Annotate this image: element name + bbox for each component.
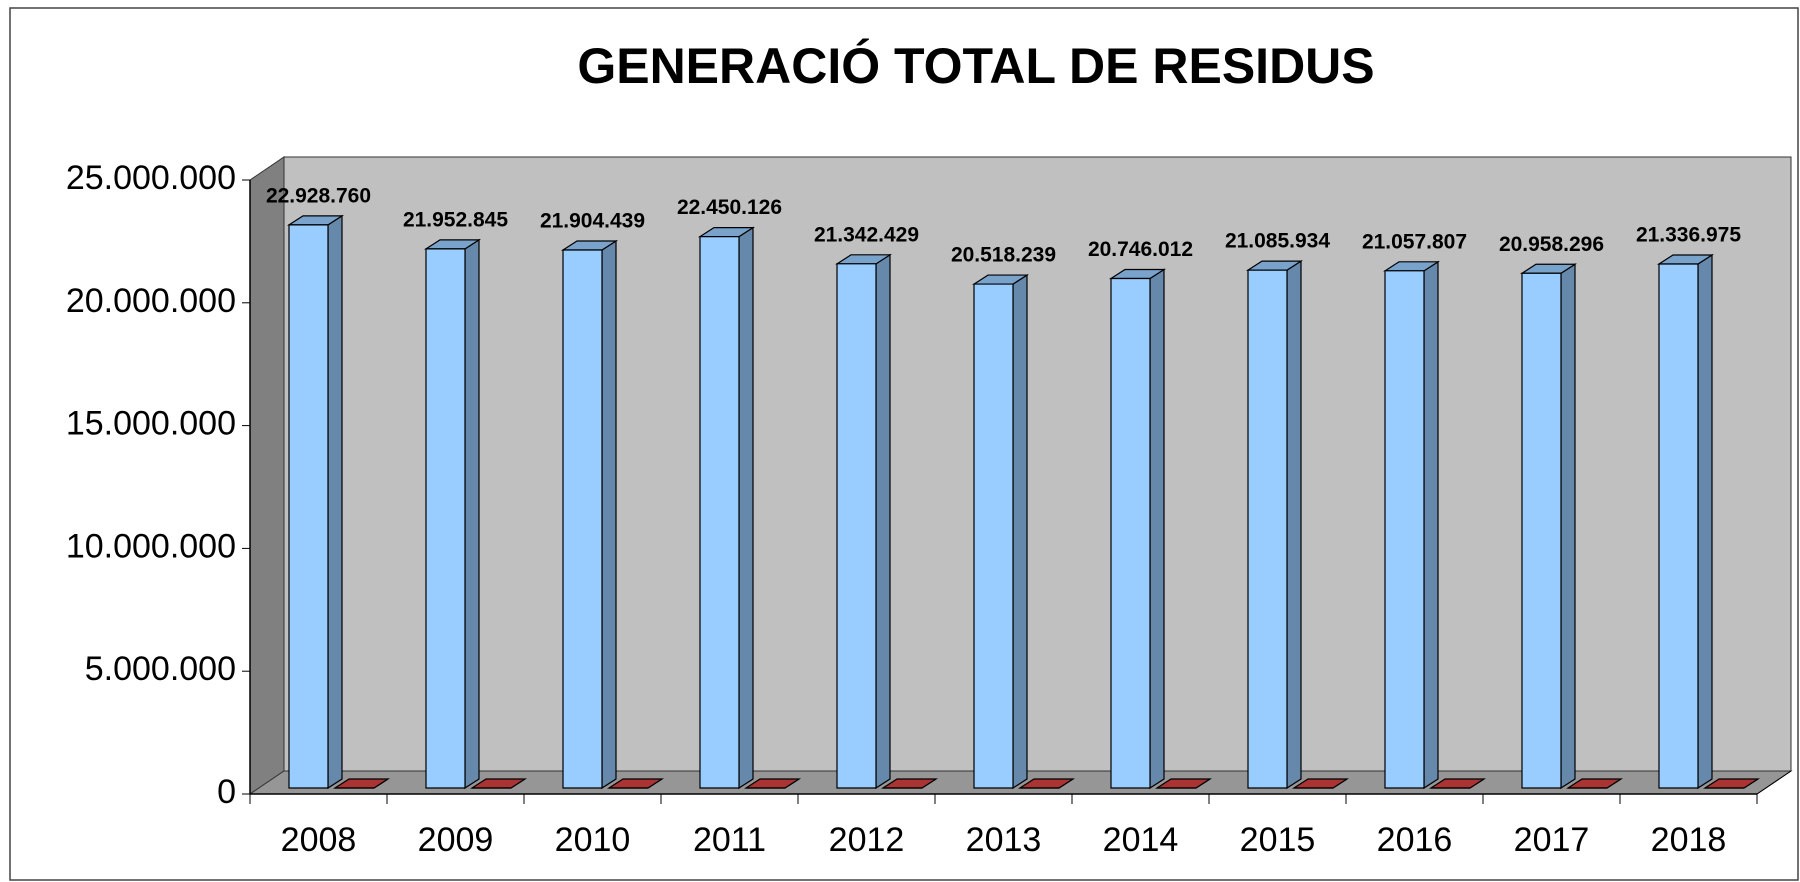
bar [286,214,345,790]
y-tick-label: 20.000.000 [66,282,236,320]
bar [1519,263,1578,790]
bar-front [973,283,1014,789]
data-label: 21.952.845 [403,208,508,231]
x-tick-label: 2011 [693,821,766,859]
x-tick-label: 2009 [418,821,494,859]
bar [1245,260,1304,790]
x-tick-label: 2008 [281,821,357,859]
bar [880,778,939,789]
bar-side [601,239,617,790]
bar-side [1560,263,1576,790]
bar [1702,778,1761,789]
data-label: 20.746.012 [1088,238,1193,261]
bar [971,273,1030,790]
data-label: 21.336.975 [1636,224,1741,247]
x-tick-label: 2018 [1651,821,1727,859]
data-label: 21.342.429 [814,223,919,246]
bar [743,778,802,789]
bar-side [738,226,754,790]
bar [834,253,893,790]
x-tick-label: 2013 [966,821,1042,859]
bar-front [1521,272,1562,789]
bar [560,239,619,790]
chart-title: GENERACIÓ TOTAL DE RESIDUS [577,38,1374,94]
bar [1017,778,1076,789]
x-tick-label: 2017 [1514,821,1590,859]
bar-front [1384,270,1425,789]
bar [1382,260,1441,790]
x-tick-label: 2012 [829,821,905,859]
bar [1291,778,1350,789]
bar [1656,253,1715,790]
y-tick-label: 15.000.000 [66,405,236,443]
data-label: 20.518.239 [951,244,1056,267]
bar-front [699,236,740,789]
bar-side [875,253,891,790]
bar-front [562,249,603,789]
bar-side [464,238,480,790]
bar [423,238,482,790]
y-tick-label: 10.000.000 [66,527,236,565]
data-label: 20.958.296 [1499,233,1604,256]
bar-front [1658,263,1699,789]
y-tick-label: 0 [217,773,236,811]
bar [1565,778,1624,789]
bar-front [425,248,466,789]
data-label: 21.057.807 [1362,230,1467,253]
bar-front [1247,269,1288,789]
bar [469,778,528,789]
bar-side [1286,260,1302,790]
bar [1154,778,1213,789]
bar-side [1423,260,1439,790]
floor-edge [1756,770,1792,795]
bar [606,778,665,789]
bar [332,778,391,789]
bar-side [1149,268,1165,790]
data-label: 21.904.439 [540,210,645,233]
data-label: 22.450.126 [677,196,782,219]
x-tick-label: 2016 [1377,821,1453,859]
bar [1428,778,1487,789]
x-tick-label: 2014 [1103,821,1179,859]
bar-front [836,263,877,789]
y-tick-label: 5.000.000 [85,650,236,688]
bar-front [288,224,329,789]
y-tick-label: 25.000.000 [66,159,236,197]
x-tick-label: 2010 [555,821,631,859]
bar-side [327,214,343,790]
bar [697,226,756,790]
bar-front [1110,277,1151,789]
side-wall [249,156,285,795]
data-label: 21.085.934 [1225,230,1330,253]
data-label: 22.928.760 [266,184,371,207]
x-tick-label: 2015 [1240,821,1316,859]
bar [1108,268,1167,790]
bar-side [1697,253,1713,790]
bar-side [1012,273,1028,790]
